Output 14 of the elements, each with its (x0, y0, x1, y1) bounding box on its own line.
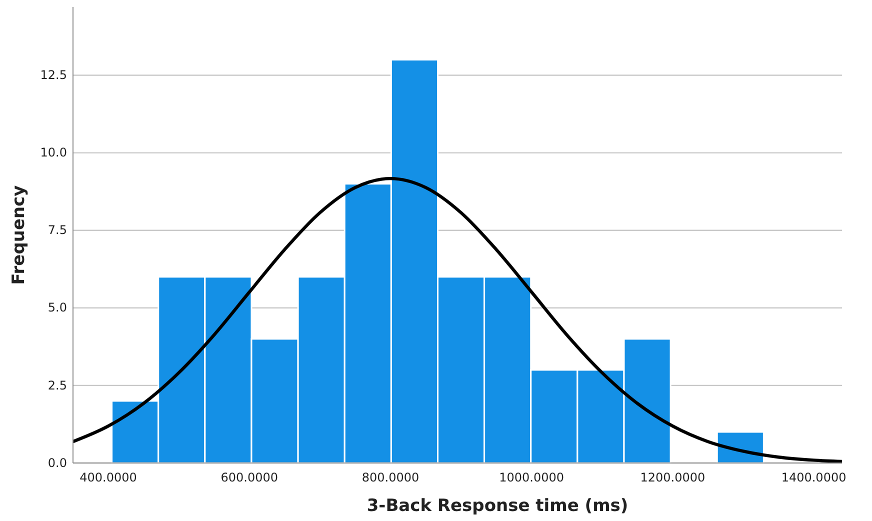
x-tick-label: 1400.0000 (781, 470, 846, 485)
y-tick-label: 5.0 (48, 300, 67, 315)
y-tick-label: 10.0 (40, 146, 67, 160)
x-tick-label: 400.0000 (80, 470, 137, 485)
x-tick-label: 800.0000 (362, 470, 420, 485)
x-tick-label: 1000.0000 (499, 470, 564, 485)
y-axis-title: Frequency (9, 185, 29, 285)
x-tick-label: 1200.0000 (640, 470, 706, 485)
y-tick-label: 12.5 (40, 68, 67, 82)
y-tick-label: 2.5 (48, 378, 67, 392)
x-tick-label: 600.0000 (220, 470, 278, 485)
x-axis-title: 3-Back Response time (ms) (366, 496, 628, 516)
y-tick-label: 7.5 (48, 223, 67, 238)
y-tick-label: 0.0 (48, 456, 67, 470)
